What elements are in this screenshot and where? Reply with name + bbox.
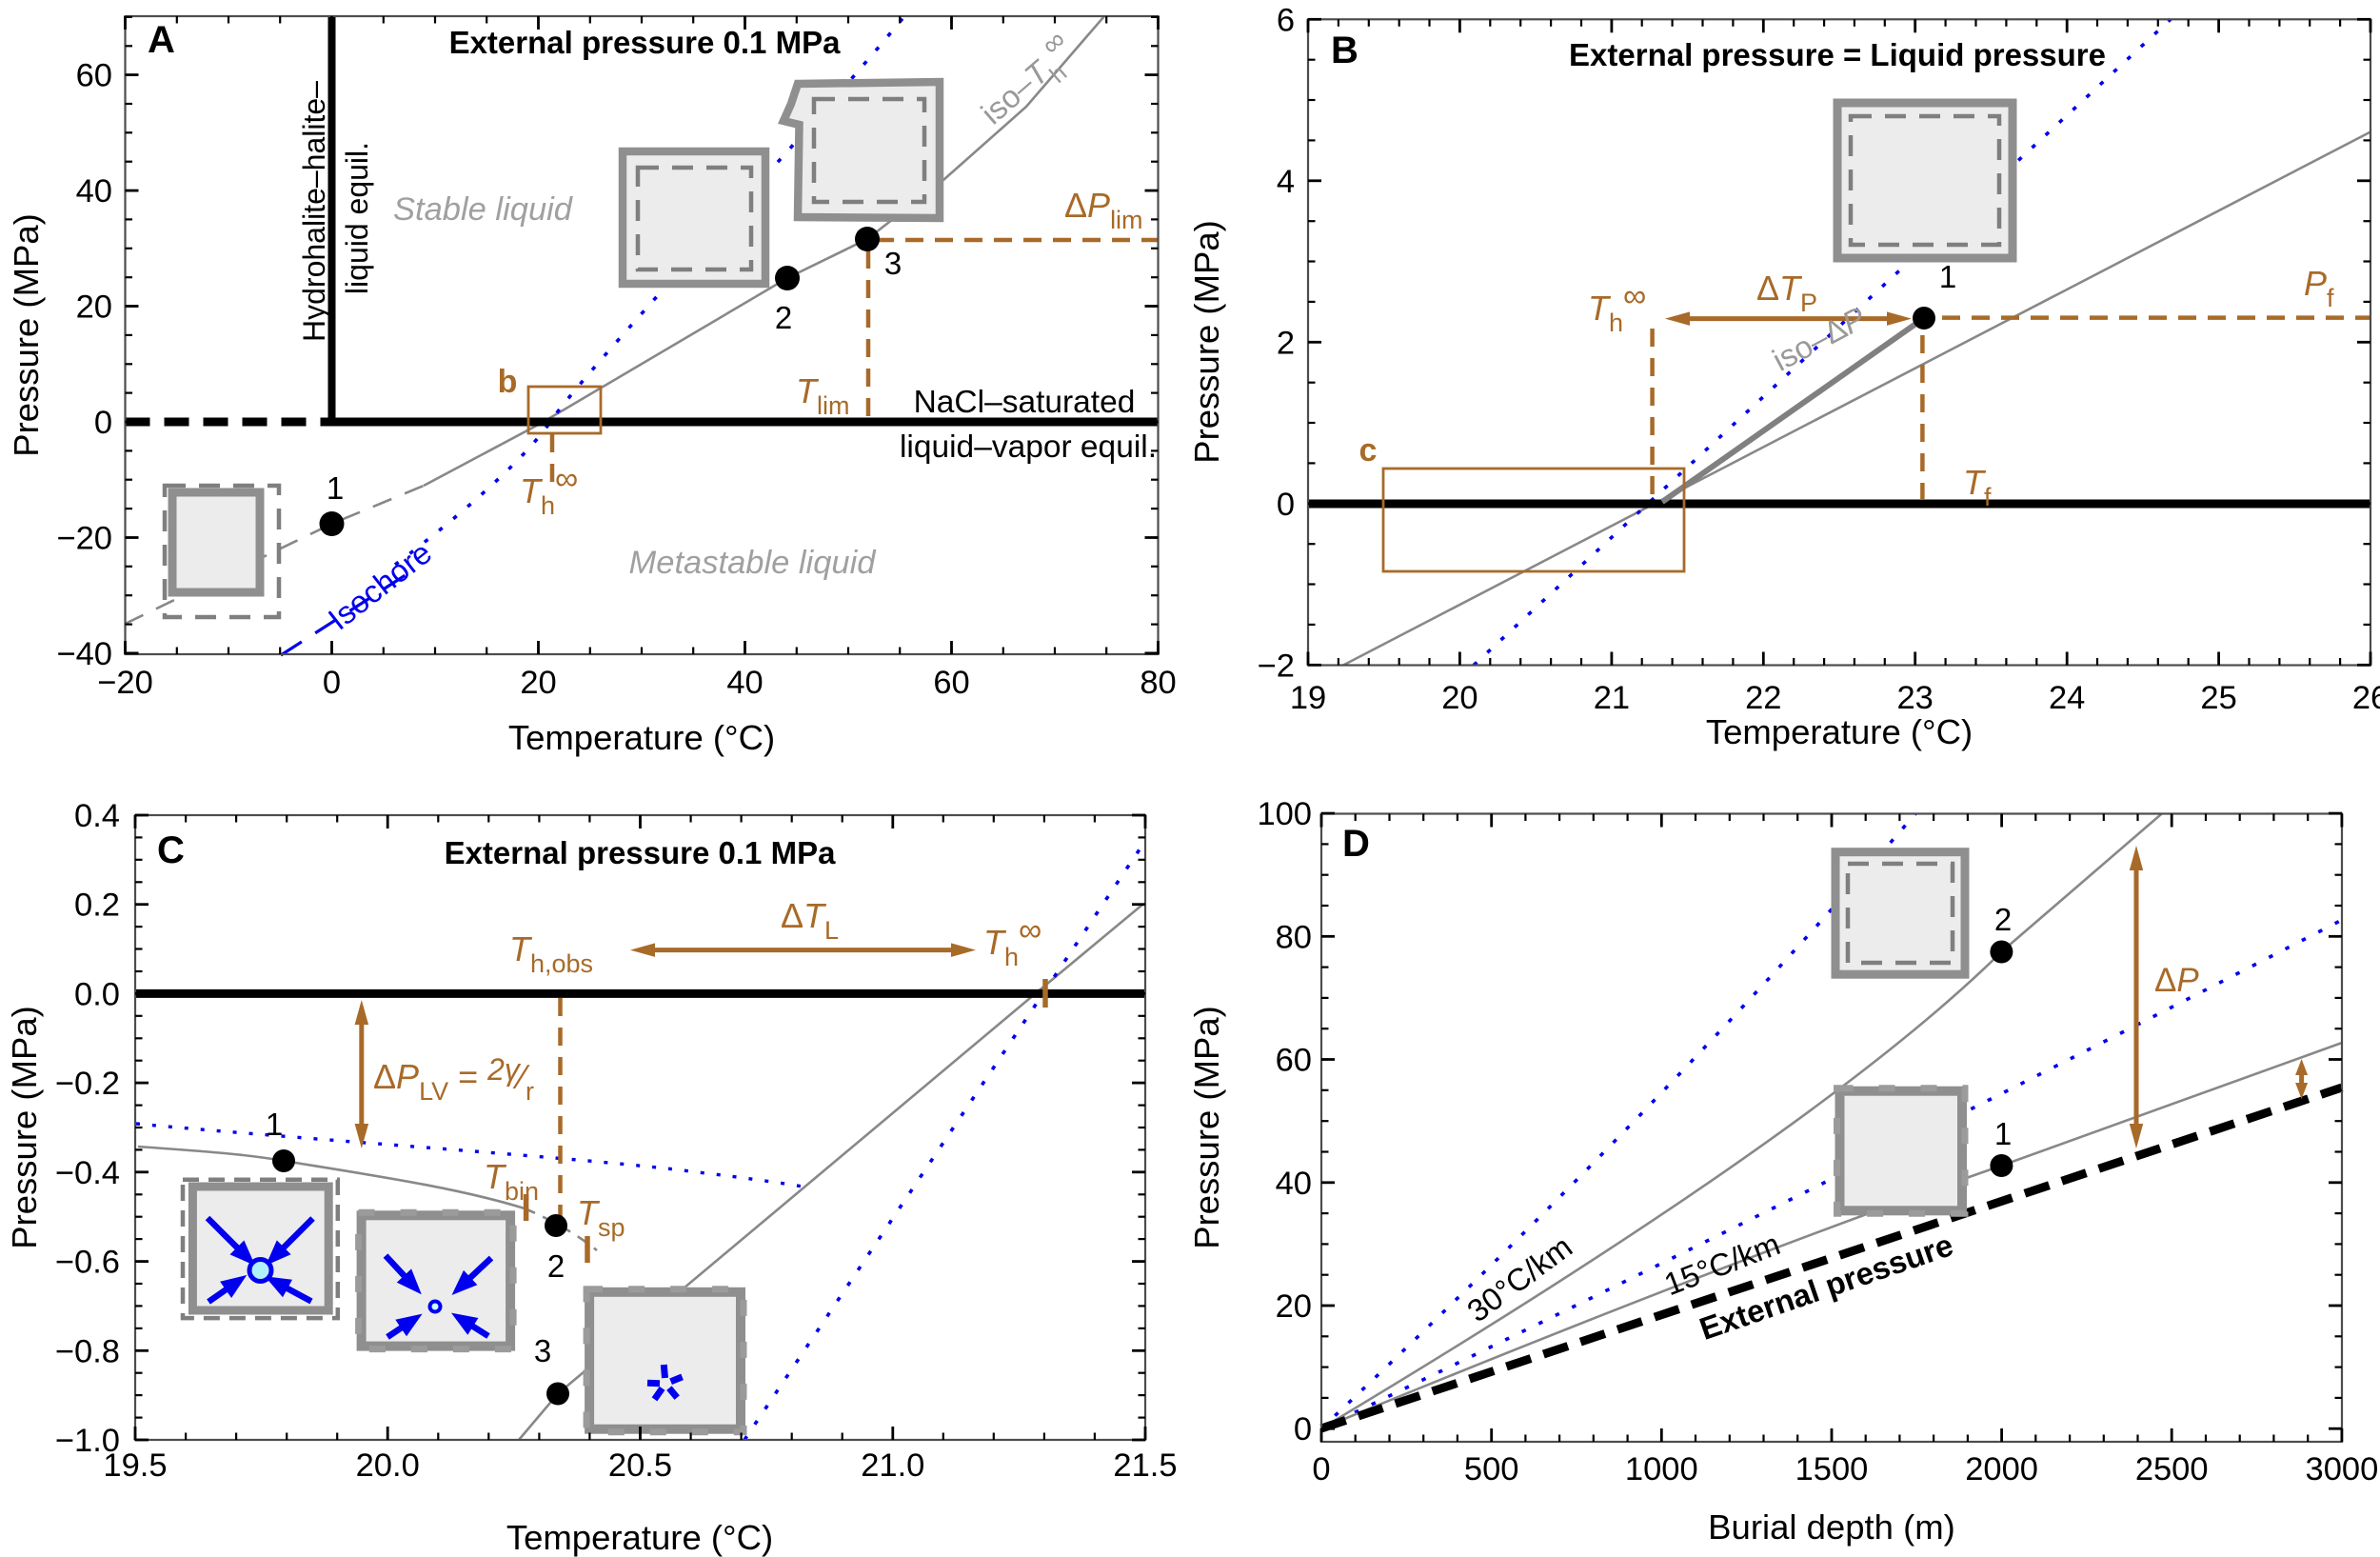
svg-text:1: 1 [327,470,344,506]
svg-text:Tlim: Tlim [796,371,850,420]
svg-text:Th,obs: Th,obs [509,929,593,978]
svg-text:1: 1 [266,1107,283,1142]
svg-text:60: 60 [1276,1043,1312,1079]
svg-text:Burial depth (m): Burial depth (m) [1708,1507,1955,1547]
svg-text:External pressure 0.1 MPa: External pressure 0.1 MPa [445,835,837,870]
svg-text:C: C [157,829,185,871]
svg-text:0.4: 0.4 [74,798,120,834]
svg-text:4: 4 [1277,164,1295,200]
svg-text:A: A [148,19,175,61]
svg-text:−20: −20 [97,665,153,701]
svg-text:2500: 2500 [2135,1451,2209,1487]
svg-text:1: 1 [1939,259,1956,294]
svg-text:Metastable liquid: Metastable liquid [629,545,878,581]
svg-text:1500: 1500 [1795,1451,1869,1487]
svg-text:0: 0 [323,665,341,701]
svg-text:Th∞: Th∞ [983,912,1041,971]
svg-text:ΔTL: ΔTL [781,896,839,945]
svg-text:Tsp: Tsp [577,1193,625,1242]
svg-text:External pressure = Liquid pre: External pressure = Liquid pressure [1569,37,2106,72]
svg-text:3000: 3000 [2306,1451,2379,1487]
svg-text:−0.6: −0.6 [55,1245,120,1281]
svg-text:Pressure (MPa): Pressure (MPa) [1187,220,1226,464]
svg-text:2000: 2000 [1965,1451,2038,1487]
svg-text:20.5: 20.5 [608,1447,672,1484]
svg-text:2: 2 [775,300,792,335]
svg-text:−0.2: −0.2 [55,1066,120,1102]
svg-text:500: 500 [1464,1451,1519,1487]
svg-text:−0.8: −0.8 [55,1333,120,1369]
svg-text:Pressure (MPa): Pressure (MPa) [1187,1006,1226,1249]
svg-text:0.0: 0.0 [74,976,120,1012]
svg-text:D: D [1342,823,1370,865]
svg-text:20: 20 [1441,680,1478,716]
svg-text:60: 60 [76,58,112,94]
svg-text:Temperature (°C): Temperature (°C) [1706,712,1973,751]
svg-text:60: 60 [933,665,969,701]
svg-text:0: 0 [1277,487,1295,523]
svg-text:liquid equil.: liquid equil. [340,142,374,294]
svg-text:Hydrohalite–halite–: Hydrohalite–halite– [297,81,331,342]
svg-text:2: 2 [1277,325,1295,361]
svg-text:ΔP: ΔP [2154,962,2199,999]
svg-text:−40: −40 [56,636,112,672]
svg-text:NaCl–saturated: NaCl–saturated [914,385,1136,420]
svg-text:1: 1 [1994,1116,2012,1151]
svg-text:19.5: 19.5 [103,1447,167,1484]
svg-text:Stable liquid: Stable liquid [393,191,574,228]
svg-text:0.2: 0.2 [74,888,120,924]
svg-text:21.0: 21.0 [861,1447,924,1484]
svg-text:21.5: 21.5 [1113,1447,1177,1484]
svg-text:2: 2 [1994,902,2012,937]
svg-text:40: 40 [726,665,763,701]
svg-text:1000: 1000 [1625,1451,1698,1487]
svg-text:20.0: 20.0 [356,1447,420,1484]
svg-text:B: B [1331,30,1359,71]
svg-text:c: c [1359,432,1378,469]
svg-text:23: 23 [1897,680,1934,716]
svg-text:liquid–vapor equil.: liquid–vapor equil. [900,429,1157,465]
svg-text:20: 20 [1276,1288,1312,1325]
svg-text:0: 0 [94,405,112,441]
svg-text:Tbin: Tbin [484,1157,539,1206]
svg-text:40: 40 [1276,1166,1312,1202]
svg-text:20: 20 [76,289,112,326]
svg-text:−20: −20 [56,521,112,557]
svg-text:b: b [498,364,518,400]
svg-text:Temperature (°C): Temperature (°C) [506,1518,773,1557]
svg-text:19: 19 [1290,680,1326,716]
svg-text:0: 0 [1312,1451,1330,1487]
svg-text:20: 20 [520,665,556,701]
svg-text:40: 40 [76,173,112,210]
svg-text:Pressure (MPa): Pressure (MPa) [5,1006,44,1249]
svg-text:−2: −2 [1258,648,1295,684]
svg-text:Pf: Pf [2304,264,2334,312]
svg-text:−1.0: −1.0 [55,1423,120,1459]
svg-text:ΔPlim: ΔPlim [1064,186,1143,234]
svg-text:22: 22 [1745,680,1781,716]
svg-text:Temperature (°C): Temperature (°C) [508,718,775,757]
svg-text:100: 100 [1257,796,1312,832]
svg-text:24: 24 [2049,680,2085,716]
svg-text:26: 26 [2352,680,2380,716]
svg-text:0: 0 [1294,1411,1312,1447]
svg-text:Th∞: Th∞ [520,461,578,520]
svg-text:6: 6 [1277,2,1295,38]
svg-text:25: 25 [2200,680,2236,716]
svg-text:2: 2 [547,1248,565,1284]
svg-text:Tf: Tf [1963,463,1992,511]
svg-text:3: 3 [884,246,902,281]
svg-text:Th∞: Th∞ [1588,278,1646,337]
svg-text:Pressure (MPa): Pressure (MPa) [7,213,46,457]
svg-text:21: 21 [1594,680,1630,716]
svg-text:80: 80 [1276,919,1312,955]
svg-text:−0.4: −0.4 [55,1155,120,1191]
svg-text:80: 80 [1140,665,1176,701]
svg-text:ΔTP: ΔTP [1756,269,1817,317]
svg-text:3: 3 [534,1333,551,1368]
svg-text:External pressure 0.1 MPa: External pressure 0.1 MPa [449,25,842,60]
